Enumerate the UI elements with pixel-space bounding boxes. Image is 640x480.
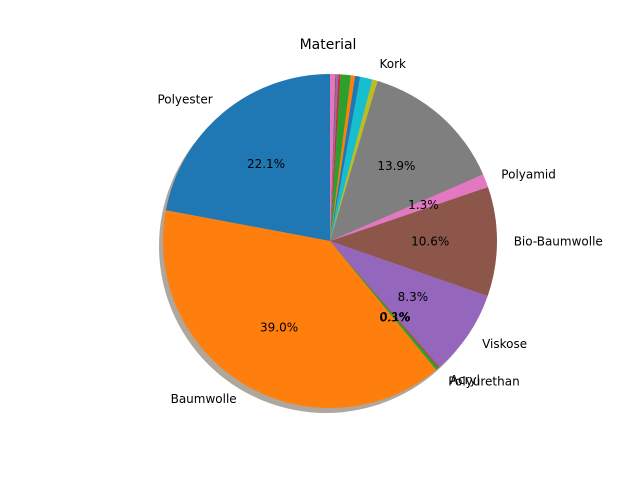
pie-slice-14 (330, 74, 339, 242)
pie-slice-13 (330, 74, 341, 242)
pie-slice-16 (330, 73, 336, 241)
slice-percent-label-7: 13.9% (377, 159, 415, 173)
slice-percent-label-6: 1.3% (408, 198, 439, 212)
slice-percent-label-0: 22.1% (247, 157, 285, 171)
pie-slice-9 (330, 76, 373, 241)
pie-slice-0 (165, 74, 330, 241)
pie-slice-15 (330, 74, 337, 241)
slice-name-label-0: Polyester (157, 93, 212, 107)
chart-title: Material (300, 37, 357, 53)
pie-slice-1 (163, 210, 437, 408)
slice-name-label-3: Acryl (450, 373, 480, 387)
pie-slice-12 (330, 74, 351, 241)
slice-percent-label-1: 39.0% (260, 320, 298, 334)
pie-slice-10 (330, 75, 361, 241)
slice-percent-label-4: 8.3% (398, 290, 429, 304)
slice-name-label-2: Polyurethan (448, 375, 520, 389)
pie-slice-6 (330, 174, 489, 241)
pie-slice-3 (330, 241, 440, 368)
pie-slices (163, 73, 497, 408)
slice-percent-label-5: 10.6% (411, 234, 449, 248)
pie-slice-2 (330, 241, 439, 370)
slice-name-label-8: Kork (380, 57, 407, 71)
slice-percent-label-2: 0.3% (379, 311, 410, 325)
pie-labels: 22.1% Polyester 39.0% Baumwolle 0.3% Polyuret… (157, 57, 602, 406)
pie-slice-7 (330, 80, 484, 242)
slice-name-label-6: Polyamid (501, 168, 556, 182)
pie-slice-4 (330, 241, 488, 368)
slice-percent-label-3: 0.1% (380, 310, 411, 324)
slice-name-label-1: Baumwolle (171, 392, 237, 406)
pie-slice-5 (330, 187, 497, 296)
slice-name-label-5: Bio-Baumwolle (514, 235, 603, 249)
slice-name-label-4: Viskose (482, 337, 527, 351)
pie-slice-8 (330, 79, 378, 242)
pie-slice-11 (330, 75, 356, 241)
